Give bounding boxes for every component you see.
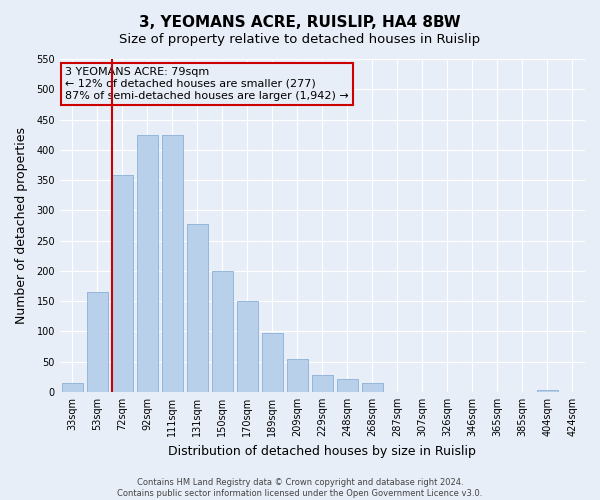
Bar <box>137 134 158 392</box>
Text: Size of property relative to detached houses in Ruislip: Size of property relative to detached ho… <box>119 32 481 46</box>
Text: Contains HM Land Registry data © Crown copyright and database right 2024.
Contai: Contains HM Land Registry data © Crown c… <box>118 478 482 498</box>
Bar <box>87 292 108 392</box>
Bar <box>337 378 358 392</box>
Bar <box>187 224 208 392</box>
Bar <box>262 333 283 392</box>
Y-axis label: Number of detached properties: Number of detached properties <box>15 127 28 324</box>
Bar <box>212 271 233 392</box>
Bar <box>62 383 83 392</box>
X-axis label: Distribution of detached houses by size in Ruislip: Distribution of detached houses by size … <box>169 444 476 458</box>
Bar <box>287 358 308 392</box>
Bar <box>237 301 258 392</box>
Bar <box>362 384 383 392</box>
Bar <box>112 175 133 392</box>
Bar <box>312 375 333 392</box>
Text: 3 YEOMANS ACRE: 79sqm
← 12% of detached houses are smaller (277)
87% of semi-det: 3 YEOMANS ACRE: 79sqm ← 12% of detached … <box>65 68 349 100</box>
Text: 3, YEOMANS ACRE, RUISLIP, HA4 8BW: 3, YEOMANS ACRE, RUISLIP, HA4 8BW <box>139 15 461 30</box>
Bar <box>537 390 558 392</box>
Bar <box>162 134 183 392</box>
